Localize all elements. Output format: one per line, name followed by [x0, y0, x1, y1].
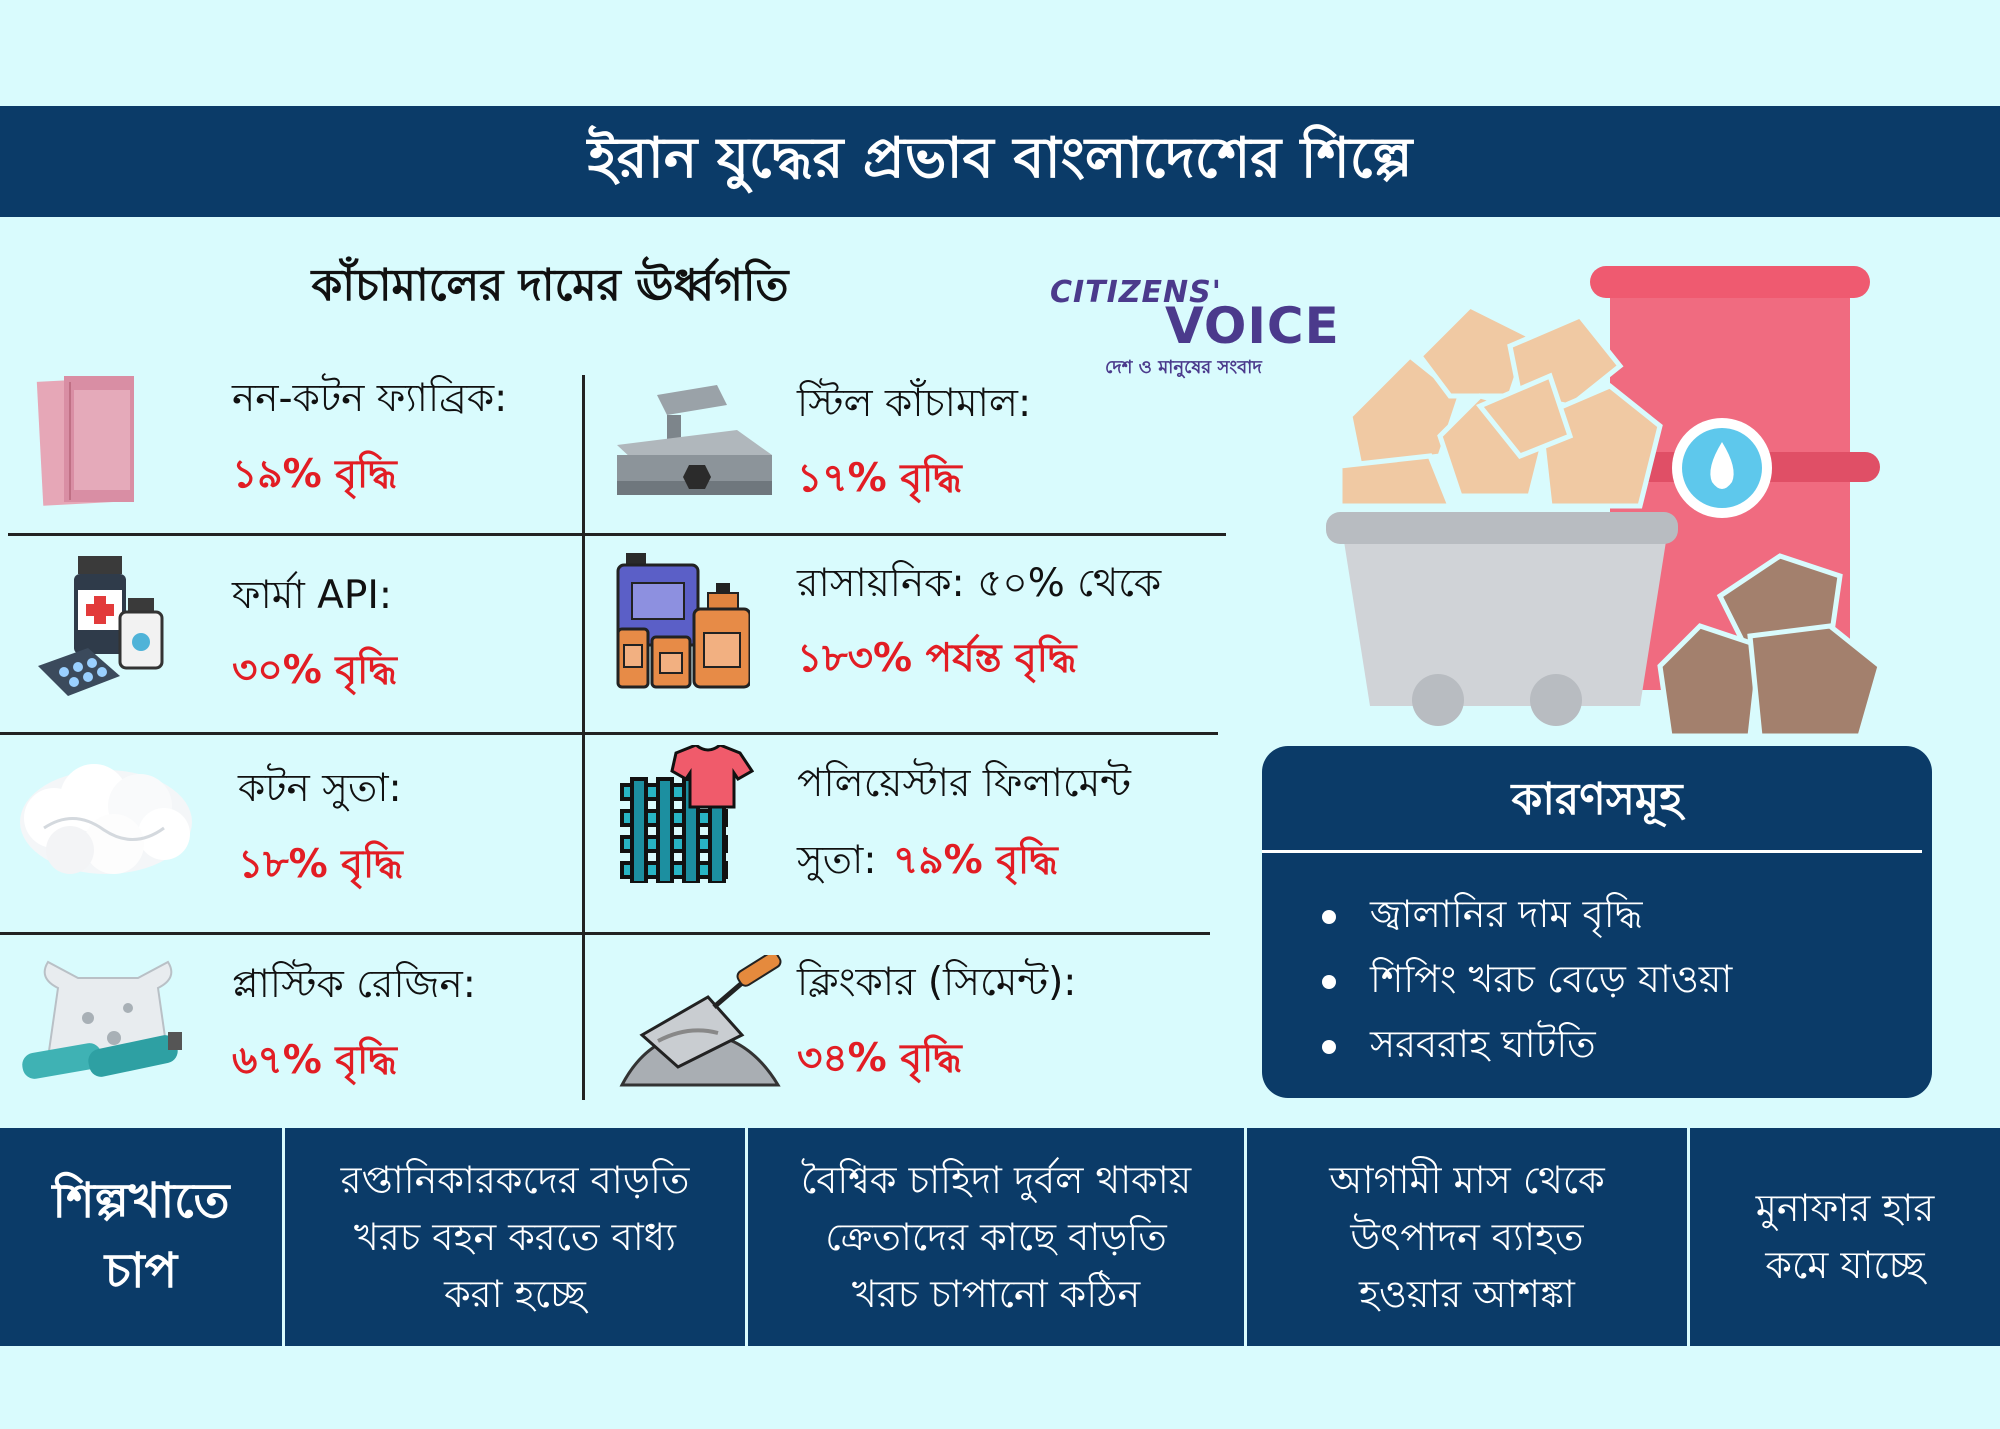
bullet-icon: [1322, 1039, 1336, 1054]
grid-row-divider-1: [8, 533, 1226, 536]
logo-text-citizens: CITIZENS': [1050, 275, 1222, 310]
strip-divider: [1687, 1128, 1690, 1346]
item-label-continued: সুতা:: [797, 838, 877, 883]
page-title: ইরান যুদ্ধের প্রভাব বাংলাদেশের শিল্পে: [587, 125, 1413, 191]
grid-row-divider-2: [0, 732, 1218, 735]
item-label: ফার্মা API:: [232, 573, 393, 618]
reasons-panel: কারণসমূহ জ্বালানির দাম বৃদ্ধি শিপিং খরচ …: [1262, 746, 1932, 1098]
item-value: ১৯% বৃদ্ধি: [232, 452, 397, 497]
pressure-heading-text: শিল্পখাতে চাপ: [52, 1173, 230, 1299]
pressure-cell-text: বৈশ্বিক চাহিদা দুর্বল থাকায় ক্রেতাদের ক…: [800, 1157, 1192, 1316]
medicine-icon: [38, 556, 164, 696]
item-value: ৭৯% বৃদ্ধি: [893, 838, 1058, 883]
reason-item: জ্বালানির দাম বৃদ্ধি: [1322, 884, 1732, 949]
cement-trowel-icon: [619, 955, 782, 1087]
pressure-heading: শিল্পখাতে চাপ: [0, 1128, 282, 1346]
pressure-cell-text: রপ্তানিকারকদের বাড়তি খরচ বহন করতে বাধ্য…: [340, 1157, 690, 1316]
strip-divider: [282, 1128, 285, 1346]
pressure-cell-text: মুনাফার হার কমে যাচ্ছে: [1755, 1186, 1935, 1287]
pressure-cell: রপ্তানিকারকদের বাড়তি খরচ বহন করতে বাধ্য…: [285, 1128, 745, 1346]
item-value: ১৮৩% পর্যন্ত বৃদ্ধি: [797, 636, 1077, 681]
item-value: ৩৪% বৃদ্ধি: [797, 1036, 962, 1081]
pressure-cell: মুনাফার হার কমে যাচ্ছে: [1690, 1128, 2000, 1346]
bullet-icon: [1322, 974, 1336, 989]
fabric-icon: [36, 376, 134, 506]
item-label: নন-কটন ফ্যাব্রিক:: [232, 376, 508, 421]
item-label: পলিয়েস্টার ফিলামেন্ট: [797, 761, 1131, 806]
pressure-cell: আগামী মাস থেকে উৎপাদন ব্যাহত হওয়ার আশঙ্…: [1247, 1128, 1687, 1346]
strip-divider: [1244, 1128, 1247, 1346]
reason-item: সরবরাহ ঘাটতি: [1322, 1014, 1732, 1079]
plastic-waste-icon: [22, 960, 182, 1079]
reasons-divider: [1262, 850, 1922, 853]
bullet-icon: [1322, 909, 1336, 924]
item-label: রাসায়নিক: ৫০% থেকে: [797, 561, 1162, 606]
reason-text: জ্বালানির দাম বৃদ্ধি: [1370, 891, 1643, 936]
logo-tagline: দেশ ও মানুষের সংবাদ: [1105, 357, 1262, 378]
item-label: স্টিল কাঁচামাল:: [797, 381, 1032, 426]
item-label: প্লাস্টিক রেজিন:: [232, 962, 476, 1007]
strip-divider: [745, 1128, 748, 1346]
section-subtitle: কাঁচামালের দামের ঊর্ধ্বগতি: [311, 260, 789, 311]
item-value: ৩০% বৃদ্ধি: [232, 648, 397, 693]
reasons-title: কারণসমূহ: [1511, 774, 1683, 825]
steel-beams-icon: [617, 385, 772, 495]
pressure-cell: বৈশ্বিক চাহিদা দুর্বল থাকায় ক্রেতাদের ক…: [748, 1128, 1244, 1346]
item-label: কটন সুতা:: [238, 766, 402, 811]
citizens-voice-logo: CITIZENS' VOICE দেশ ও মানুষের সংবাদ: [1045, 275, 1339, 385]
reasons-list: জ্বালানির দাম বৃদ্ধি শিপিং খরচ বেড়ে যাও…: [1322, 884, 1732, 1079]
item-value: ১৭% বৃদ্ধি: [797, 456, 962, 501]
textile-weave-icon: [620, 745, 754, 883]
grid-vertical-divider: [582, 375, 585, 1100]
item-value: ৬৭% বৃদ্ধি: [232, 1038, 397, 1083]
item-value: ১৮% বৃদ্ধি: [238, 842, 403, 887]
chemical-containers-icon: [616, 553, 750, 689]
reason-text: সরবরাহ ঘাটতি: [1370, 1021, 1596, 1066]
pressure-cell-text: আগামী মাস থেকে উৎপাদন ব্যাহত হওয়ার আশঙ্…: [1329, 1157, 1605, 1316]
item-label: ক্লিংকার (সিমেন্ট):: [797, 960, 1077, 1005]
raw-materials-cart-illustration: [1326, 266, 1883, 739]
reason-item: শিপিং খরচ বেড়ে যাওয়া: [1322, 949, 1732, 1014]
logo-text-voice: VOICE: [1165, 297, 1340, 355]
industry-pressure-strip: শিল্পখাতে চাপ রপ্তানিকারকদের বাড়তি খরচ …: [0, 1128, 2000, 1346]
cotton-icon: [20, 764, 192, 874]
reason-text: শিপিং খরচ বেড়ে যাওয়া: [1370, 956, 1733, 1001]
grid-row-divider-3: [0, 932, 1210, 935]
title-banner: ইরান যুদ্ধের প্রভাব বাংলাদেশের শিল্পে: [0, 106, 2000, 217]
